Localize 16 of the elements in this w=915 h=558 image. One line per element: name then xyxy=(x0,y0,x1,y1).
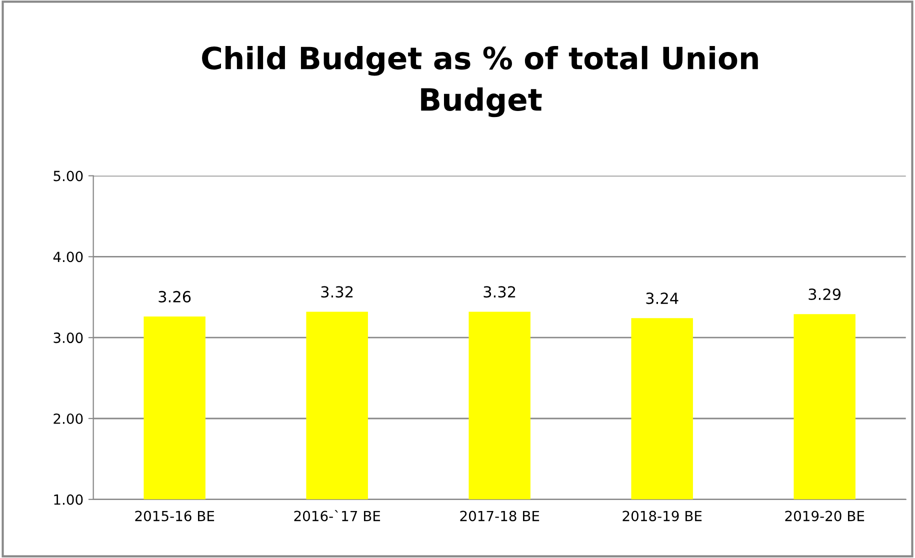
y-tick-label: 5.00 xyxy=(54,170,83,182)
y-tick-label: 1.00 xyxy=(54,494,83,505)
y-tick-label: 2.00 xyxy=(54,413,83,424)
x-tick-label: 2016-`17 BE xyxy=(294,510,380,522)
x-tick-label: 2017-18 BE xyxy=(460,510,540,522)
x-tick-label: 2019-20 BE xyxy=(785,510,864,522)
data-label: 3.32 xyxy=(484,286,516,298)
y-tick-label: 4.00 xyxy=(53,252,83,262)
x-tick-label: 2018-19 BE xyxy=(622,510,702,522)
data-label: 3.32 xyxy=(321,286,353,298)
chart-title: Child Budget as % of total Union Budget xyxy=(202,46,758,118)
y-tick-label: 3.00 xyxy=(54,332,83,344)
x-tick-label: 2015-16 BE xyxy=(135,510,214,522)
data-label: 3.26 xyxy=(158,290,191,302)
data-label: 3.29 xyxy=(808,288,841,300)
data-label: 3.24 xyxy=(646,292,678,304)
